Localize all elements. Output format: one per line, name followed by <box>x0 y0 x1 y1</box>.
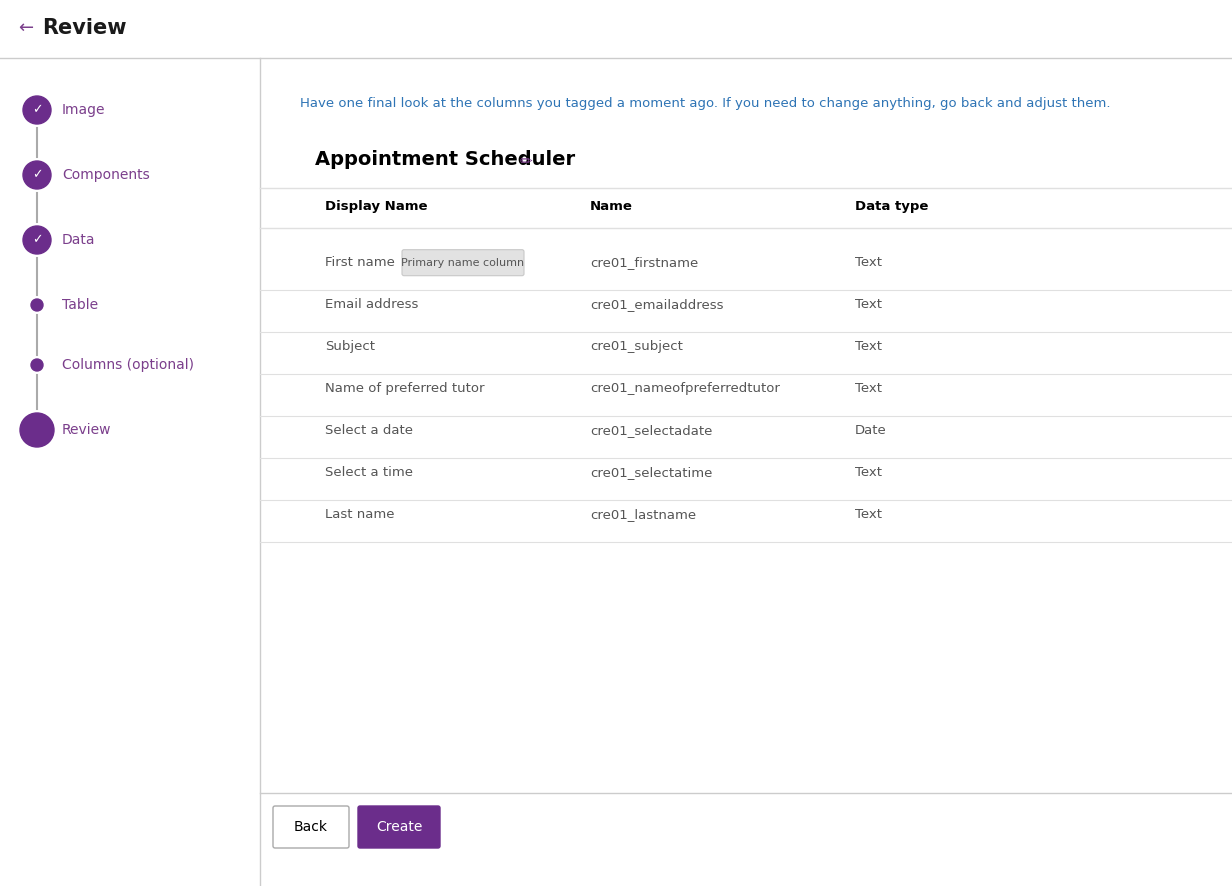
Text: cre01_subject: cre01_subject <box>590 340 683 354</box>
Text: Last name: Last name <box>325 509 394 521</box>
Text: cre01_lastname: cre01_lastname <box>590 509 696 521</box>
Text: Date: Date <box>855 424 887 437</box>
Text: cre01_nameofpreferredtutor: cre01_nameofpreferredtutor <box>590 382 780 395</box>
Text: Components: Components <box>62 168 150 182</box>
Text: cre01_firstname: cre01_firstname <box>590 256 699 269</box>
Text: Text: Text <box>855 466 882 479</box>
Text: Name of preferred tutor: Name of preferred tutor <box>325 382 484 395</box>
Text: Name: Name <box>590 200 633 213</box>
Text: ✓: ✓ <box>32 168 42 182</box>
Text: Text: Text <box>855 509 882 521</box>
Text: Appointment Scheduler: Appointment Scheduler <box>315 150 575 169</box>
Circle shape <box>20 413 54 447</box>
Text: Select a date: Select a date <box>325 424 413 437</box>
Text: ✏: ✏ <box>520 154 532 169</box>
Text: ✓: ✓ <box>32 104 42 116</box>
Circle shape <box>31 359 43 371</box>
Text: Review: Review <box>62 423 112 437</box>
Circle shape <box>31 299 43 311</box>
Text: Text: Text <box>855 340 882 354</box>
FancyBboxPatch shape <box>359 806 440 848</box>
Text: First name: First name <box>325 256 395 269</box>
Text: Select a time: Select a time <box>325 466 413 479</box>
Text: Review: Review <box>42 18 127 38</box>
Text: Primary name column: Primary name column <box>402 258 525 268</box>
FancyBboxPatch shape <box>402 250 524 276</box>
Text: cre01_emailaddress: cre01_emailaddress <box>590 299 723 311</box>
Text: Text: Text <box>855 256 882 269</box>
Circle shape <box>23 226 51 254</box>
Text: ←: ← <box>18 19 33 37</box>
FancyBboxPatch shape <box>274 806 349 848</box>
Text: Data: Data <box>62 233 96 247</box>
Text: Image: Image <box>62 103 106 117</box>
Text: Email address: Email address <box>325 299 419 311</box>
Text: Create: Create <box>376 820 423 834</box>
Text: Subject: Subject <box>325 340 375 354</box>
Text: Data type: Data type <box>855 200 929 213</box>
Text: Text: Text <box>855 382 882 395</box>
Circle shape <box>23 161 51 189</box>
Text: Table: Table <box>62 298 99 312</box>
Circle shape <box>23 96 51 124</box>
Text: Columns (optional): Columns (optional) <box>62 358 193 372</box>
Text: cre01_selectatime: cre01_selectatime <box>590 466 712 479</box>
Text: Display Name: Display Name <box>325 200 428 213</box>
Text: Have one final look at the columns you tagged a moment ago. If you need to chang: Have one final look at the columns you t… <box>301 97 1110 110</box>
Text: Text: Text <box>855 299 882 311</box>
Text: cre01_selectadate: cre01_selectadate <box>590 424 712 437</box>
Text: ✓: ✓ <box>32 234 42 246</box>
Text: Back: Back <box>294 820 328 834</box>
